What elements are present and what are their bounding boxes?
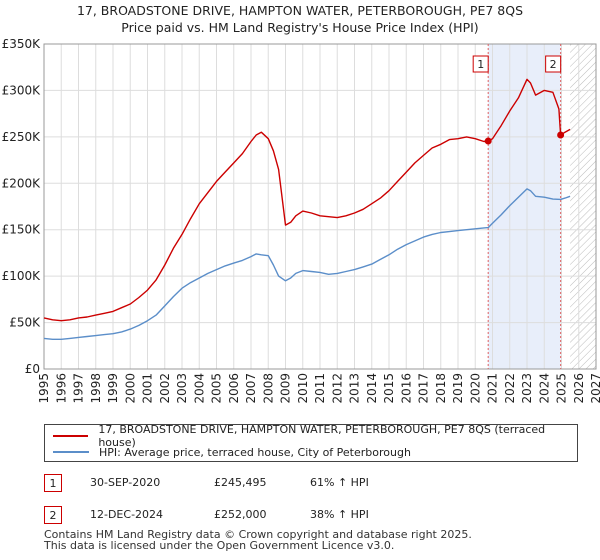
x-tick-label: 2024 — [537, 373, 551, 404]
chart-title: 17, BROADSTONE DRIVE, HAMPTON WATER, PET… — [76, 3, 524, 18]
sale-point — [557, 131, 565, 139]
x-tick-label: 2020 — [468, 373, 482, 404]
sale-row: 2 12-DEC-2024 £252,000 38% ↑ HPI — [44, 506, 444, 526]
y-tick-label: £200K — [2, 176, 42, 190]
x-tick-label: 2005 — [210, 373, 224, 404]
x-tick-label: 2010 — [296, 373, 310, 404]
footer-line-copyright: Contains HM Land Registry data © Crown c… — [44, 528, 472, 541]
chart-subtitle: Price paid vs. HM Land Registry's House … — [121, 20, 479, 35]
x-tick-label: 1996 — [54, 373, 68, 404]
sale-marker-label: 1 — [477, 58, 484, 71]
x-tick-label: 2001 — [141, 373, 155, 404]
x-tick-label: 1999 — [106, 373, 120, 404]
chart-legend: 17, BROADSTONE DRIVE, HAMPTON WATER, PET… — [44, 423, 578, 462]
series-line-hpi — [43, 188, 571, 340]
x-tick-label: 1995 — [37, 373, 51, 404]
x-tick-label: 2015 — [382, 373, 396, 404]
plot-frame — [43, 43, 597, 370]
y-tick-label: £150K — [2, 223, 42, 237]
x-tick-label: 2012 — [330, 373, 344, 404]
x-tick-label: 2000 — [123, 373, 137, 404]
footer-line-licence: This data is licensed under the Open Gov… — [44, 539, 395, 552]
ownership-period-band — [488, 44, 561, 369]
sale-marker-box — [472, 55, 489, 73]
legend-label-hpi: HPI: Average price, terraced house, City… — [99, 445, 411, 459]
x-tick-label: 1997 — [72, 373, 86, 404]
sale-marker-badge: 1 — [44, 474, 62, 492]
y-tick-label: £350K — [2, 37, 42, 51]
x-tick-label: 2017 — [417, 373, 431, 404]
x-tick-label: 2019 — [451, 373, 465, 404]
sale-date: 12-DEC-2024 — [90, 508, 164, 521]
sale-price: £245,495 — [214, 476, 267, 489]
price-chart: £0 £50K £100K £150K £200K £250K £300K £350K 1995… — [2, 37, 600, 404]
y-tick-label: £100K — [2, 269, 42, 283]
footer-attribution: Contains HM Land Registry data © Crown c… — [44, 529, 472, 551]
x-tick-label: 1998 — [89, 373, 103, 404]
sale-marker-box — [545, 55, 562, 73]
x-tick-label: 2009 — [279, 373, 293, 404]
x-tick-label: 2018 — [434, 373, 448, 404]
sale-marker-badge: 2 — [44, 506, 62, 524]
y-tick-label: £50K — [9, 316, 41, 330]
x-tick-label: 2004 — [192, 373, 206, 404]
chart-title-block: 17, BROADSTONE DRIVE, HAMPTON WATER, PET… — [0, 2, 600, 36]
sale-price: £252,000 — [214, 508, 267, 521]
x-tick-label: 2022 — [503, 373, 517, 404]
y-tick-label: £0 — [25, 362, 40, 376]
sale-hpi-change: 61% ↑ HPI — [310, 476, 369, 489]
x-tick-label: 2016 — [399, 373, 413, 404]
sale-hpi-change: 38% ↑ HPI — [310, 508, 369, 521]
x-tick-label: 2002 — [158, 373, 172, 404]
legend-swatch-hpi — [53, 451, 89, 453]
legend-item-property: 17, BROADSTONE DRIVE, HAMPTON WATER, PET… — [53, 423, 577, 449]
x-tick-label: 2011 — [313, 373, 327, 404]
x-tick-label: 2023 — [520, 373, 534, 404]
x-tick-label: 2014 — [365, 373, 379, 404]
sale-point — [484, 137, 492, 145]
x-tick-label: 2007 — [244, 373, 258, 404]
sale-row: 1 30-SEP-2020 £245,495 61% ↑ HPI — [44, 474, 444, 494]
legend-label-property: 17, BROADSTONE DRIVE, HAMPTON WATER, PET… — [98, 423, 546, 449]
x-tick-label: 2026 — [572, 373, 586, 404]
y-tick-label: £250K — [2, 130, 42, 144]
x-tick-label: 2008 — [261, 373, 275, 404]
x-tick-label: 2027 — [589, 373, 600, 404]
projection-hatch-region — [570, 44, 596, 369]
legend-swatch-property — [53, 435, 89, 437]
x-tick-label: 2013 — [348, 373, 362, 404]
x-tick-label: 2003 — [175, 373, 189, 404]
sale-marker-label: 2 — [550, 58, 557, 71]
x-tick-label: 2025 — [555, 373, 569, 404]
y-tick-label: £300K — [2, 83, 42, 97]
series-line-property — [43, 78, 571, 322]
x-tick-label: 2006 — [227, 373, 241, 404]
x-tick-label: 2021 — [486, 373, 500, 404]
legend-item-hpi: HPI: Average price, terraced house, City… — [53, 444, 411, 460]
sale-date: 30-SEP-2020 — [90, 476, 161, 489]
